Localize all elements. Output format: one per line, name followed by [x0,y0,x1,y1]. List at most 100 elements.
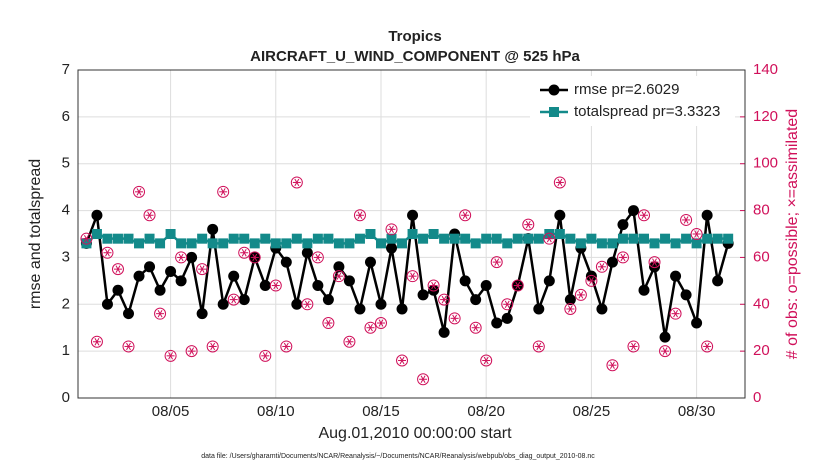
assimilated-marker [599,263,605,271]
possible-marker [469,321,482,334]
possible-marker [501,298,514,311]
point [491,233,502,244]
assimilated-marker [515,281,521,290]
possible-marker [143,209,156,222]
point [701,209,713,221]
point [606,359,619,372]
point [238,246,251,259]
possible-marker [343,335,356,348]
legend-marker [548,84,560,96]
x-tick-label: 08/20 [467,403,505,420]
y-tick-label: 3 [62,248,70,265]
y2-tick-label: 60 [753,248,770,265]
point [165,265,177,277]
point [122,340,135,353]
point [375,238,386,249]
assimilated-marker [126,342,131,351]
possible-marker [638,209,651,222]
point [670,270,682,282]
legend-box [530,76,735,126]
chart-title: Tropics [388,28,441,45]
point [354,303,366,315]
point [312,233,323,244]
y-tick-label: 2 [62,295,70,312]
point [196,263,209,276]
point [511,279,524,292]
point [101,246,114,259]
point [155,238,166,249]
assimilated-marker [262,352,268,360]
assimilated-marker [357,211,363,219]
point [227,293,240,306]
point [134,238,145,249]
possible-marker [280,340,293,353]
point [196,308,208,320]
point [680,213,693,226]
assimilated-marker [389,225,394,234]
point [712,275,724,287]
point [585,270,597,282]
point [428,284,440,296]
assimilated-marker [704,342,710,351]
x-tick-label: 08/10 [257,403,295,420]
point [502,238,513,249]
point [228,233,239,244]
point [386,242,398,254]
point [81,238,92,249]
assimilated-marker [189,347,195,355]
assimilated-marker [325,319,331,327]
point [544,229,555,239]
point [596,303,608,315]
assimilated-marker [136,188,142,196]
point [90,335,103,348]
point [102,233,113,244]
point [91,209,103,221]
possible-marker [175,251,188,264]
possible-marker [459,209,472,222]
possible-marker [427,279,440,292]
point [649,238,660,249]
possible-marker [122,340,135,353]
point [469,321,482,334]
point [123,233,134,244]
possible-marker [385,223,398,236]
y-tick-label: 4 [62,202,70,219]
point [574,288,587,301]
y2-tick-label: 0 [753,389,761,406]
assimilated-marker [536,342,542,351]
point [449,233,460,244]
point [101,298,113,310]
point [649,261,661,273]
point [365,229,376,239]
point [333,238,344,249]
assimilated-marker [652,258,657,266]
point [448,312,461,325]
point [554,229,565,239]
assimilated-marker [420,375,426,383]
possible-marker [669,307,682,320]
point [249,238,260,249]
point [364,256,376,268]
y2-tick-label: 140 [753,61,778,78]
assimilated-marker [610,361,615,369]
point [670,238,681,249]
possible-marker [680,213,693,226]
point [165,229,176,239]
y-tick-label: 7 [62,61,70,78]
possible-marker [574,288,587,301]
point [154,284,166,296]
point [386,233,397,244]
point [585,274,598,287]
possible-marker [543,232,556,245]
possible-marker [133,185,146,198]
possible-marker [564,302,577,315]
point [238,294,250,306]
x-axis-label: Aug.01,2010 00:00:00 start [318,425,512,442]
point [302,238,313,249]
point [575,238,586,249]
possible-marker [196,263,209,276]
possible-marker [532,340,545,353]
assimilated-marker [241,249,247,257]
point [217,185,230,198]
possible-marker [111,263,124,276]
